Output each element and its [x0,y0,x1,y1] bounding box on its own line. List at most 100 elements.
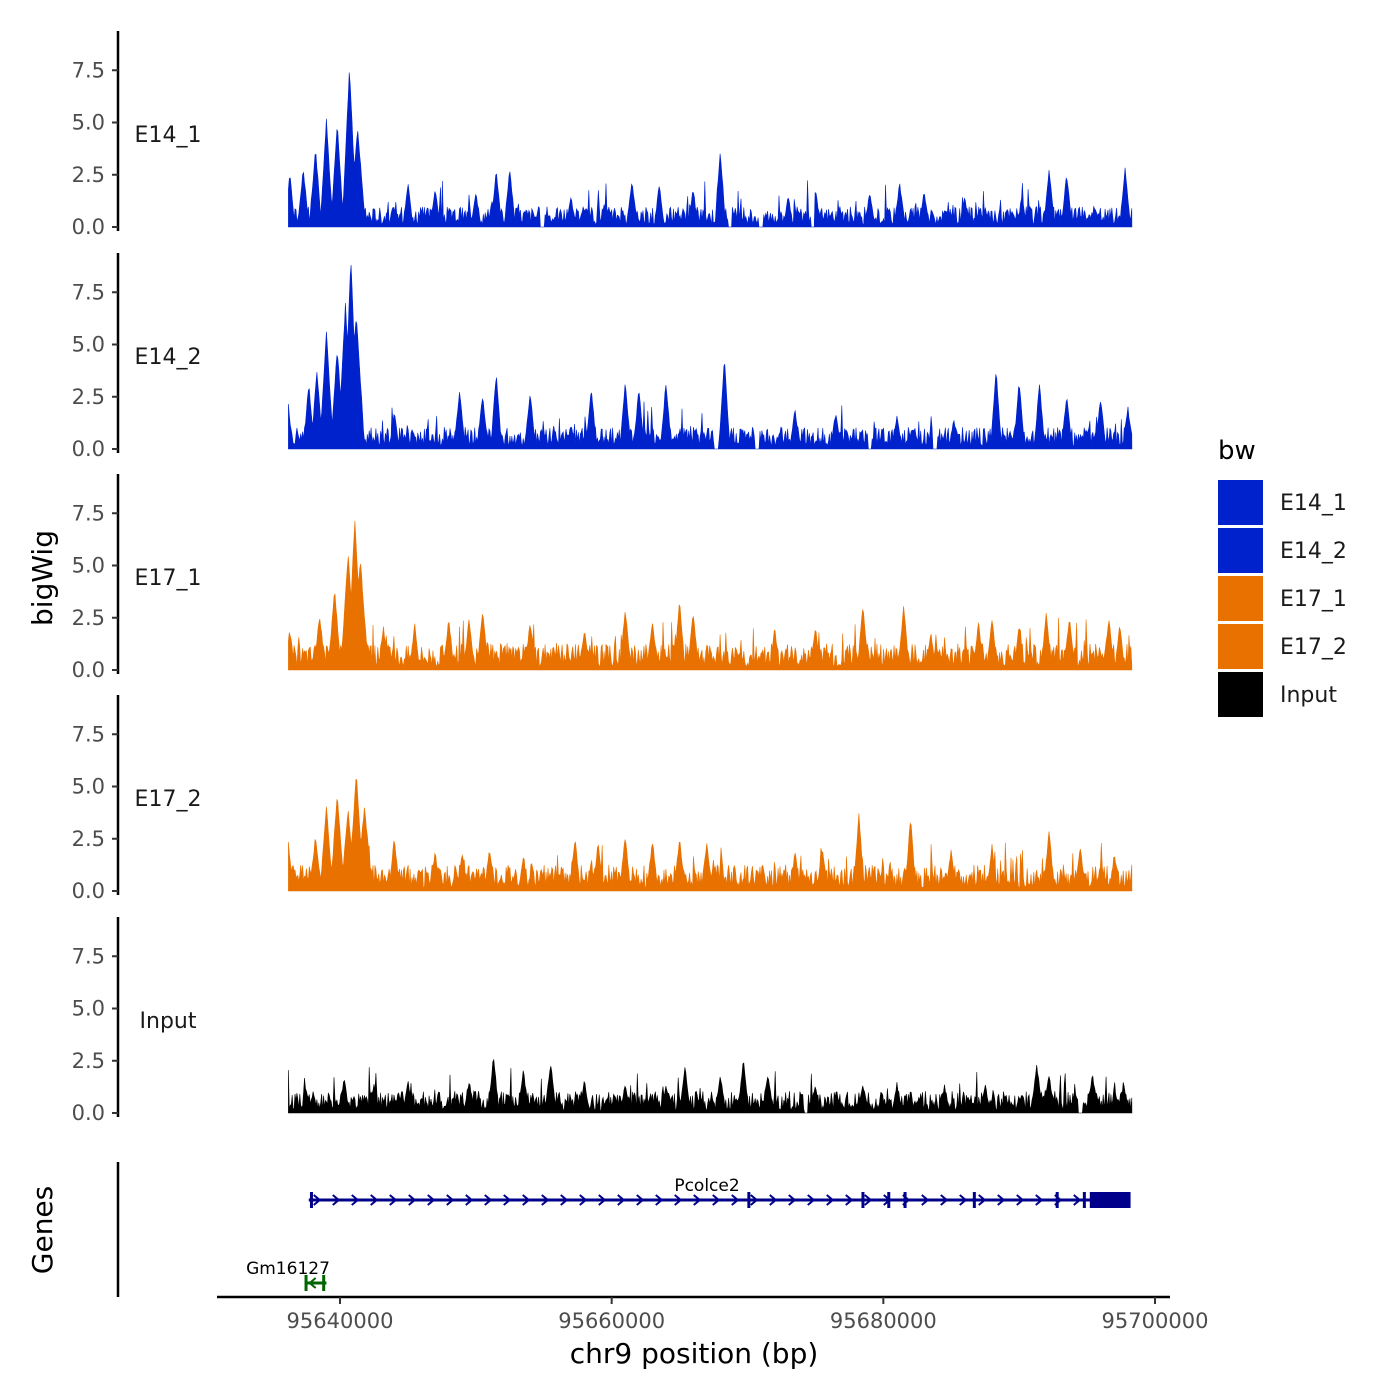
y-tick-label: 0.0 [72,215,105,239]
x-tick-label: 95640000 [287,1309,394,1333]
legend-entry-e14-2: E14_2 [1218,528,1347,573]
signal-area [288,1058,1133,1114]
y-tick-label: 7.5 [72,280,105,304]
legend-label: E14_1 [1280,491,1347,516]
strand-chevron [351,1194,360,1206]
bigwig-tracks: 0.0 2.5 5.0 7.5 E14_1 0.0 2.5 5.0 7.5 E14_2 0.0 2.5… [72,31,1133,1125]
gene-label: Gm16127 [246,1259,330,1279]
exon-mark [903,1192,907,1208]
track-label: E17_1 [135,566,202,591]
exon-mark [861,1192,865,1208]
legend-label: E17_1 [1280,587,1347,612]
strand-chevron [693,1194,702,1206]
y-tick-label: 7.5 [72,944,105,968]
strand-chevron [427,1194,436,1206]
legend-label: Input [1280,683,1337,708]
strand-chevron [1035,1194,1044,1206]
gene-label: Pcolce2 [674,1176,739,1196]
y-tick-label: 7.5 [72,722,105,746]
y-tick-label: 2.5 [72,827,105,851]
y-axis-title: bigWig [26,530,59,626]
y-tick-label: 2.5 [72,1049,105,1073]
strand-chevron [389,1194,398,1206]
exon-mark [304,1275,308,1291]
exon-mark [1055,1192,1059,1208]
exon-mark [972,1192,976,1208]
legend-entry-e14-1: E14_1 [1218,480,1347,525]
signal-area [288,265,1133,450]
y-tick-label: 7.5 [72,58,105,82]
exon-mark [1082,1192,1086,1208]
y-tick-label: 2.5 [72,385,105,409]
y-tick-label: 5.0 [72,333,105,357]
strand-chevron [1073,1194,1082,1206]
gene-panel: Pcolce2 Gm16127 [116,1162,1131,1297]
strand-chevron [617,1194,626,1206]
strand-chevron [940,1194,949,1206]
strand-chevron [1016,1194,1025,1206]
y-tick-label: 5.0 [72,997,105,1021]
y-tick-label: 7.5 [72,501,105,525]
strand-chevron [541,1194,550,1206]
strand-chevron [484,1194,493,1206]
track-e14-2: 0.0 2.5 5.0 7.5 E14_2 [72,253,1133,461]
genes-panel-title: Genes [26,1186,59,1274]
signal-area [288,520,1133,671]
y-tick-label: 0.0 [72,1101,105,1125]
y-tick-label: 0.0 [72,658,105,682]
strand-chevron [750,1194,759,1206]
strand-chevron [446,1194,455,1206]
strand-chevron [845,1194,854,1206]
legend-entry-e17-1: E17_1 [1218,576,1347,621]
strand-chevron [370,1194,379,1206]
strand-chevron [826,1194,835,1206]
strand-chevron [579,1194,588,1206]
x-tick-label: 95700000 [1102,1309,1209,1333]
exon-mark [887,1192,891,1208]
track-label: E17_2 [135,787,202,812]
strand-chevron [408,1194,417,1206]
strand-chevron [636,1194,645,1206]
legend-swatch [1218,576,1263,621]
strand-chevron [465,1194,474,1206]
strand-chevron [313,1194,322,1206]
strand-chevron [921,1194,930,1206]
strand-chevron [332,1194,341,1206]
legend-swatch [1218,624,1263,669]
legend-swatch [1218,528,1263,573]
strand-chevron [769,1194,778,1206]
x-axis-title: chr9 position (bp) [570,1337,819,1370]
exon-block [1089,1192,1131,1208]
y-tick-label: 0.0 [72,879,105,903]
legend-entry-e17-2: E17_2 [1218,624,1347,669]
track-e14-1: 0.0 2.5 5.0 7.5 E14_1 [72,31,1133,239]
track-e17-2: 0.0 2.5 5.0 7.5 E17_2 [72,695,1133,903]
strand-chevron [959,1194,968,1206]
strand-chevron [503,1194,512,1206]
track-label: E14_2 [135,345,202,370]
x-tick-label: 95680000 [830,1309,937,1333]
exon-mark [309,1192,313,1208]
legend-swatch [1218,672,1263,717]
legend-label: E17_2 [1280,635,1347,660]
strand-chevron [731,1194,740,1206]
strand-chevron [308,1277,317,1289]
legend-swatch [1218,480,1263,525]
track-label: Input [140,1009,197,1034]
y-tick-label: 5.0 [72,554,105,578]
exon-mark [322,1275,326,1291]
y-tick-label: 0.0 [72,437,105,461]
signal-area [288,778,1133,892]
gene-gm16127: Gm16127 [246,1259,330,1291]
track-input: 0.0 2.5 5.0 7.5 Input [72,917,1133,1125]
strand-chevron [997,1194,1006,1206]
legend-label: E14_2 [1280,539,1347,564]
strand-chevron [978,1194,987,1206]
x-axis: 95640000 95660000 95680000 95700000 [217,1295,1209,1333]
strand-chevron [522,1194,531,1206]
legend: bw E14_1 E14_2 E17_1 E17_2 Input [1218,436,1347,717]
y-tick-label: 5.0 [72,775,105,799]
strand-chevron [807,1194,816,1206]
y-tick-label: 2.5 [72,163,105,187]
